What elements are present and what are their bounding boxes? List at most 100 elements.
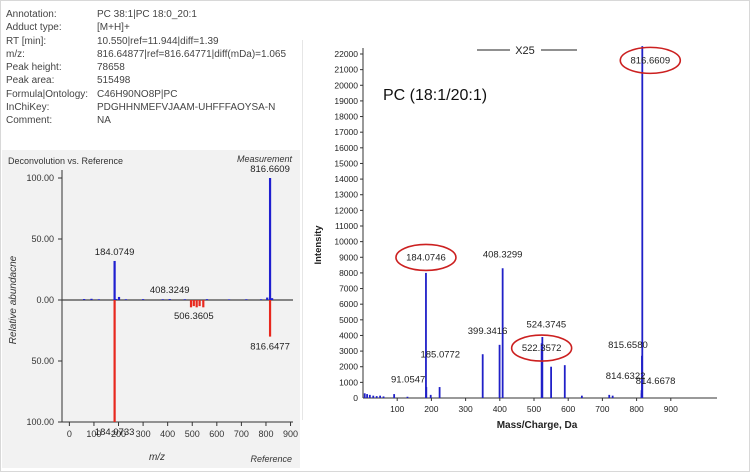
zoom-label: X25 bbox=[515, 45, 535, 57]
y-tick-label: 21000 bbox=[334, 65, 358, 75]
metadata-row: InChiKey: PDGHHNMEFVJAAM-UHFFFAOYSA-N bbox=[6, 101, 302, 114]
y-tick-label: 12000 bbox=[334, 205, 358, 215]
mass-spectrum-svg: 1000200030004000500060007000800090001000… bbox=[313, 45, 717, 431]
metadata-key: Comment: bbox=[6, 115, 53, 127]
measurement-label: Measurement bbox=[236, 154, 292, 164]
x-tick-label: 500 bbox=[527, 404, 541, 414]
y-tick-label: 50.00 bbox=[31, 356, 54, 366]
metadata-panel: Annotation: PC 38:1|PC 18:0_20:1 Adduct t… bbox=[6, 8, 302, 128]
metadata-row: RT [min]: 10.550|ref=11.944|diff=1.39 bbox=[6, 35, 302, 48]
y-tick-label: 4000 bbox=[339, 330, 358, 340]
peak-label: 184.0749 bbox=[95, 247, 135, 258]
metadata-key: Adduct type: bbox=[6, 22, 62, 34]
metadata-value: C46H90NO8P|PC bbox=[97, 88, 178, 100]
y-axis-title: Relative abundacne bbox=[8, 255, 19, 344]
mirror-plot-svg: 100.00 50.00 0.00 50.00 100.00 0 100 200 300 400 5… bbox=[8, 164, 298, 464]
peak-label: 816.6477 bbox=[250, 342, 290, 353]
x-tick-label: 600 bbox=[561, 404, 575, 414]
x-tick-label: 300 bbox=[459, 404, 473, 414]
highlight-ellipse bbox=[619, 46, 682, 75]
y-tick-label: 20000 bbox=[334, 80, 358, 90]
x-tick-label: 900 bbox=[283, 429, 298, 439]
peak-label: 815.6580 bbox=[608, 340, 648, 351]
metadata-value: 78658 bbox=[97, 62, 125, 74]
x-tick-label: 500 bbox=[185, 429, 200, 439]
y-tick-label: 50.00 bbox=[31, 234, 54, 244]
metadata-key: Annotation: bbox=[6, 9, 57, 20]
peak-label: 816.6609 bbox=[630, 55, 670, 66]
y-tick-label: 100.00 bbox=[26, 173, 54, 183]
y-tick-label: 2000 bbox=[339, 362, 358, 372]
y-tick-label: 3000 bbox=[339, 346, 358, 356]
peak-label: 814.6678 bbox=[636, 376, 676, 387]
highlight-ellipse bbox=[395, 243, 457, 272]
metadata-value: 515498 bbox=[97, 75, 131, 87]
y-tick-label: 0.00 bbox=[36, 295, 54, 305]
peak-label: 408.3249 bbox=[150, 285, 190, 296]
peak-label: 185.0772 bbox=[420, 349, 460, 360]
peak-label: 184.0733 bbox=[95, 427, 135, 438]
x-axis-title: Mass/Charge, Da bbox=[497, 420, 578, 431]
y-tick-label: 14000 bbox=[334, 174, 358, 184]
y-tick-label: 16000 bbox=[334, 143, 358, 153]
peak-label: 816.6609 bbox=[250, 164, 290, 175]
peak-label: 91.0547 bbox=[391, 374, 425, 385]
peak-label: 814.6322 bbox=[606, 371, 646, 382]
y-tick-label: 13000 bbox=[334, 190, 358, 200]
metadata-value: NA bbox=[97, 115, 111, 127]
metadata-value: 10.550|ref=11.944|diff=1.39 bbox=[97, 35, 219, 47]
metadata-row: m/z: 816.64877|ref=816.64771|diff(mDa)=1.… bbox=[6, 48, 302, 61]
y-tick-label: 8000 bbox=[339, 268, 358, 278]
x-axis-title: m/z bbox=[149, 452, 165, 463]
spectrum-title: PC (18:1/20:1) bbox=[383, 87, 487, 104]
y-tick-label: 22000 bbox=[334, 49, 358, 59]
y-tick-label: 100.00 bbox=[26, 417, 54, 427]
metadata-value: PC 38:1|PC 18:0_20:1 bbox=[97, 9, 197, 20]
x-tick-label: 300 bbox=[136, 429, 151, 439]
reference-label: Reference bbox=[250, 454, 292, 464]
metadata-value: PDGHHNMEFVJAAM-UHFFFAOYSA-N bbox=[97, 102, 276, 114]
x-tick-label: 700 bbox=[595, 404, 609, 414]
x-tick-label: 900 bbox=[664, 404, 678, 414]
metadata-key: Peak area: bbox=[6, 75, 55, 87]
metadata-value: [M+H]+ bbox=[97, 22, 130, 34]
y-tick-label: 7000 bbox=[339, 284, 358, 294]
metadata-key: RT [min]: bbox=[6, 35, 47, 47]
peak-label: 506.3605 bbox=[174, 311, 214, 322]
x-tick-label: 100 bbox=[86, 429, 101, 439]
metadata-key: Formula|Ontology: bbox=[6, 88, 89, 100]
metadata-row: Formula|Ontology: C46H90NO8P|PC bbox=[6, 88, 302, 101]
mirror-plot-panel: Deconvolution vs. Reference Measurement … bbox=[2, 150, 300, 468]
peak-label: 408.3299 bbox=[483, 249, 523, 260]
metadata-value: 816.64877|ref=816.64771|diff(mDa)=1.065 bbox=[97, 48, 287, 60]
x-tick-label: 800 bbox=[258, 429, 273, 439]
x-tick-label: 800 bbox=[630, 404, 644, 414]
y-tick-label: 11000 bbox=[335, 221, 358, 231]
y-tick-label: 15000 bbox=[334, 158, 358, 168]
peak-label: 184.0746 bbox=[406, 252, 446, 263]
highlight-ellipse bbox=[510, 334, 573, 362]
metadata-row: Adduct type: [M+H]+ bbox=[6, 21, 302, 34]
y-tick-label: 6000 bbox=[339, 299, 358, 309]
metadata-key: InChiKey: bbox=[6, 102, 50, 114]
y-tick-label: 1000 bbox=[339, 377, 358, 387]
metadata-key: m/z: bbox=[6, 48, 25, 60]
panel-separator bbox=[302, 40, 303, 420]
x-tick-label: 200 bbox=[111, 429, 126, 439]
y-tick-label: 18000 bbox=[334, 112, 358, 122]
metadata-row: Peak area: 515498 bbox=[6, 74, 302, 87]
peak-label: 399.3416 bbox=[468, 326, 508, 337]
y-tick-label: 19000 bbox=[334, 96, 358, 106]
metadata-row: Comment: NA bbox=[6, 114, 302, 127]
y-axis-title: Intensity bbox=[313, 225, 324, 265]
x-tick-label: 0 bbox=[67, 429, 72, 439]
x-tick-label: 400 bbox=[160, 429, 175, 439]
y-tick-label: 0 bbox=[353, 393, 358, 403]
y-tick-label: 5000 bbox=[339, 315, 358, 325]
x-tick-label: 400 bbox=[493, 404, 507, 414]
y-tick-label: 9000 bbox=[339, 252, 358, 262]
x-tick-label: 100 bbox=[390, 404, 404, 414]
y-tick-label: 10000 bbox=[334, 237, 358, 247]
metadata-key: Peak height: bbox=[6, 62, 62, 74]
x-tick-label: 700 bbox=[234, 429, 249, 439]
